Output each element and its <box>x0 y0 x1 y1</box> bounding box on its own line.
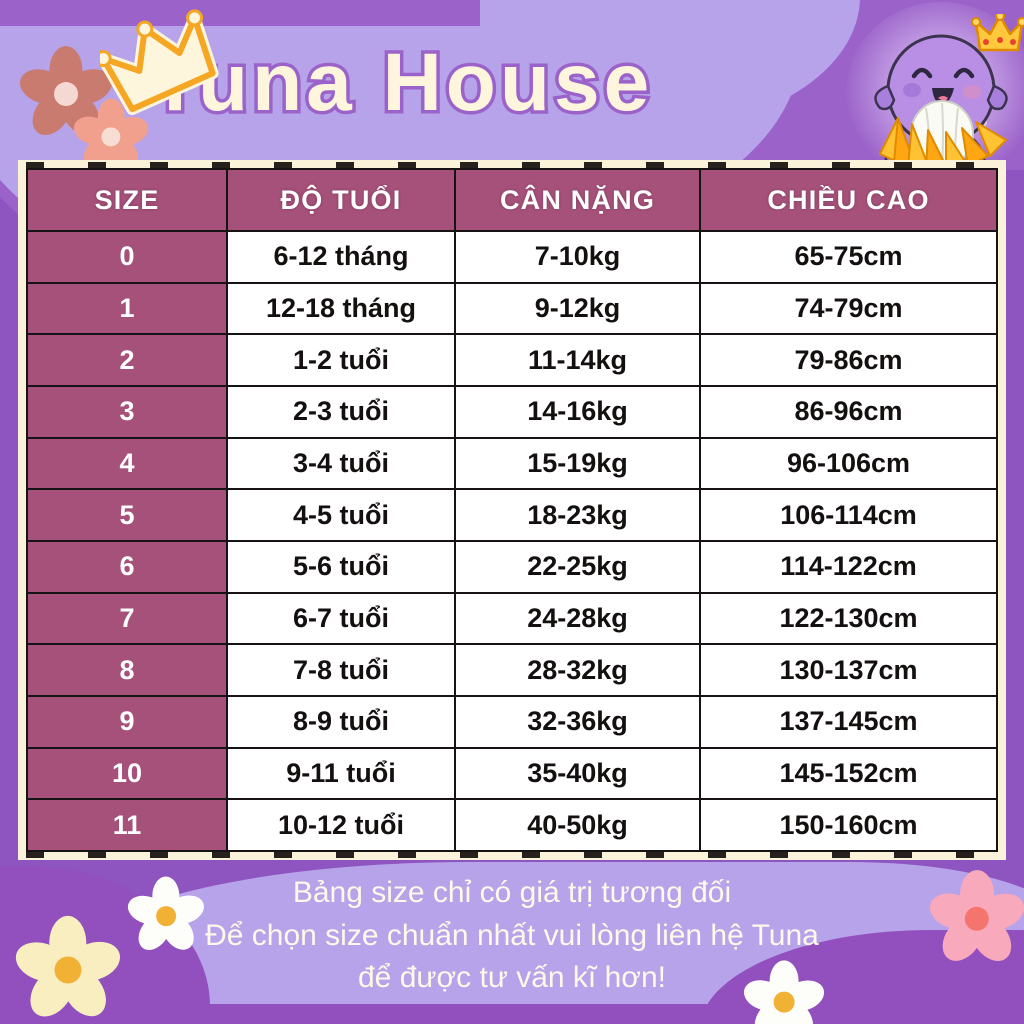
cell-height: 96-106cm <box>699 436 998 491</box>
cell-age: 4-5 tuổi <box>226 488 456 542</box>
cell-size: 11 <box>26 798 228 852</box>
column-header-size: SIZE <box>26 168 228 232</box>
cell-height: 145-152cm <box>699 746 998 801</box>
cell-height: 74-79cm <box>699 281 998 336</box>
cell-age: 6-7 tuổi <box>226 591 456 646</box>
cell-size: 4 <box>26 436 228 491</box>
background-bottom-base <box>0 1004 1024 1024</box>
cell-size: 7 <box>26 591 228 646</box>
table-row: 11 10-12 tuổi 40-50kg 150-160cm <box>26 798 998 852</box>
cell-height: 86-96cm <box>699 384 998 439</box>
table-row: 9 8-9 tuổi 32-36kg 137-145cm <box>26 694 998 749</box>
cell-height: 65-75cm <box>699 230 998 284</box>
column-header-age: ĐỘ TUỔI <box>226 168 456 232</box>
cell-weight: 35-40kg <box>454 746 701 801</box>
table-row: 6 5-6 tuổi 22-25kg 114-122cm <box>26 539 998 594</box>
cell-weight: 18-23kg <box>454 488 701 542</box>
cell-age: 12-18 tháng <box>226 281 456 336</box>
cell-size: 10 <box>26 746 228 801</box>
flower-rose-icon <box>15 46 117 143</box>
crown-icon <box>100 9 219 116</box>
table-row: 0 6-12 tháng 7-10kg 65-75cm <box>26 230 998 284</box>
footer-line-1: Bảng size chỉ có giá trị tương đối <box>292 876 732 909</box>
table-body: 0 6-12 tháng 7-10kg 65-75cm 1 12-18 tháng 9-12… <box>26 230 998 852</box>
cell-age: 9-11 tuổi <box>226 746 456 801</box>
table-row: 8 7-8 tuổi 28-32kg 130-137cm <box>26 643 998 697</box>
footer-note: Bảng size chỉ có giá trị tương đối Để ch… <box>0 872 1024 1000</box>
cell-age: 8-9 tuổi <box>226 694 456 749</box>
cell-size: 6 <box>26 539 228 594</box>
cell-age: 3-4 tuổi <box>226 436 456 491</box>
cell-size: 8 <box>26 643 228 697</box>
table-row: 4 3-4 tuổi 15-19kg 96-106cm <box>26 436 998 491</box>
frame-dash-top <box>26 162 998 168</box>
cell-height: 122-130cm <box>699 591 998 646</box>
size-chart-table: SIZE ĐỘ TUỔI CÂN NẶNG CHIỀU CAO 0 6-12 th… <box>26 168 998 852</box>
cell-height: 130-137cm <box>699 643 998 697</box>
cell-age: 2-3 tuổi <box>226 384 456 439</box>
cell-weight: 14-16kg <box>454 384 701 439</box>
footer-line-3: để được tư vấn kĩ hơn! <box>358 961 666 995</box>
cell-weight: 15-19kg <box>454 436 701 491</box>
cell-age: 10-12 tuổi <box>226 798 456 852</box>
cell-weight: 22-25kg <box>454 539 701 594</box>
cell-age: 6-12 tháng <box>226 230 456 284</box>
column-header-weight: CÂN NẶNG <box>454 168 701 232</box>
cell-age: 5-6 tuổi <box>226 539 456 594</box>
size-chart-frame: SIZE ĐỘ TUỔI CÂN NẶNG CHIỀU CAO 0 6-12 th… <box>18 160 1006 860</box>
cell-size: 9 <box>26 694 228 749</box>
cell-weight: 32-36kg <box>454 694 701 749</box>
table-header-row: SIZE ĐỘ TUỔI CÂN NẶNG CHIỀU CAO <box>26 168 998 232</box>
cell-age: 1-2 tuổi <box>226 333 456 387</box>
cell-weight: 24-28kg <box>454 591 701 646</box>
table-row: 2 1-2 tuổi 11-14kg 79-86cm <box>26 333 998 387</box>
footer-line-2: Để chọn size chuẩn nhất vui lòng liên hệ… <box>205 918 819 952</box>
cell-height: 150-160cm <box>699 798 998 852</box>
cell-height: 79-86cm <box>699 333 998 387</box>
cell-size: 5 <box>26 488 228 542</box>
cell-weight: 9-12kg <box>454 281 701 336</box>
table-row: 10 9-11 tuổi 35-40kg 145-152cm <box>26 746 998 801</box>
cell-age: 7-8 tuổi <box>226 643 456 697</box>
column-header-height: CHIỀU CAO <box>699 168 998 232</box>
cell-size: 0 <box>26 230 228 284</box>
cell-size: 2 <box>26 333 228 387</box>
cell-weight: 40-50kg <box>454 798 701 852</box>
frame-dash-bottom <box>26 852 998 858</box>
cell-height: 114-122cm <box>699 539 998 594</box>
cell-height: 106-114cm <box>699 488 998 542</box>
table-row: 7 6-7 tuổi 24-28kg 122-130cm <box>26 591 998 646</box>
cell-size: 1 <box>26 281 228 336</box>
cell-weight: 7-10kg <box>454 230 701 284</box>
cell-size: 3 <box>26 384 228 439</box>
table-row: 1 12-18 tháng 9-12kg 74-79cm <box>26 281 998 336</box>
cell-weight: 28-32kg <box>454 643 701 697</box>
table-row: 3 2-3 tuổi 14-16kg 86-96cm <box>26 384 998 439</box>
table-row: 5 4-5 tuổi 18-23kg 106-114cm <box>26 488 998 542</box>
cell-height: 137-145cm <box>699 694 998 749</box>
cell-weight: 11-14kg <box>454 333 701 387</box>
